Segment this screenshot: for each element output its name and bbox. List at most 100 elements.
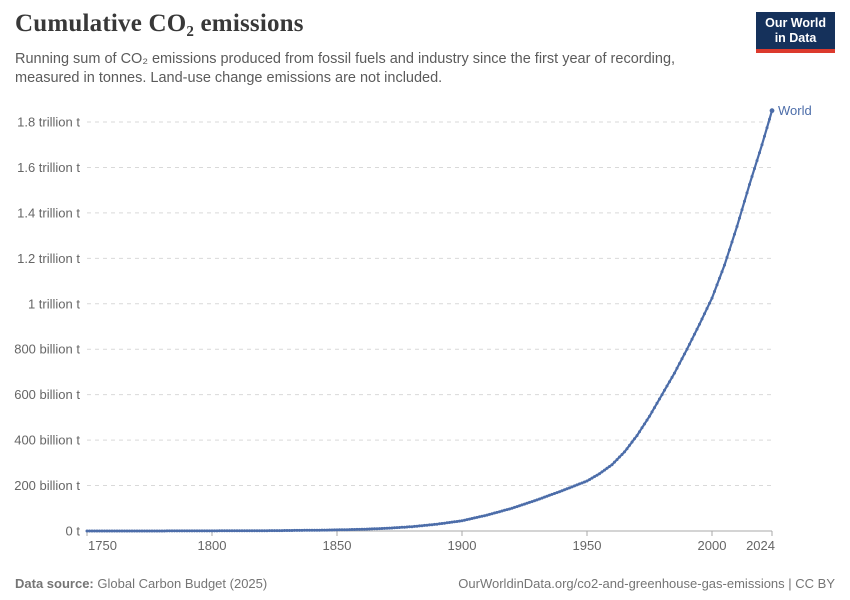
data-point-marker (743, 199, 746, 203)
data-point-marker (215, 529, 219, 533)
data-point-marker (460, 519, 464, 523)
data-point-marker (733, 232, 736, 236)
data-point-marker (403, 525, 406, 529)
data-point-marker (333, 528, 336, 532)
data-point-marker (745, 191, 749, 195)
data-point-marker (148, 529, 151, 533)
data-point-marker (393, 526, 396, 530)
y-tick-label: 0 t (66, 524, 81, 539)
data-point-marker (625, 447, 629, 451)
data-point-marker (763, 134, 766, 138)
data-point-marker (768, 117, 771, 121)
owid-logo[interactable]: Our World in Data (756, 12, 835, 53)
data-point-marker (233, 529, 236, 533)
data-point-marker (598, 472, 601, 476)
data-point-marker (408, 525, 411, 529)
y-tick-label: 800 billion t (14, 342, 80, 357)
x-tick-label: 1850 (323, 538, 352, 553)
data-point-marker (150, 529, 154, 533)
data-point-marker (515, 505, 519, 509)
series-label-world[interactable]: World (778, 103, 812, 118)
data-point-marker (650, 410, 654, 414)
data-point-marker (353, 528, 356, 531)
data-point-marker (580, 481, 584, 485)
data-point-marker (130, 529, 134, 533)
data-point-marker (163, 529, 166, 533)
data-point-marker (135, 529, 139, 533)
data-point-marker (525, 501, 529, 505)
data-point-marker (610, 463, 614, 467)
data-point-marker (113, 529, 116, 533)
data-point-marker (585, 479, 589, 483)
data-point-marker (178, 529, 181, 533)
data-point-marker (758, 151, 761, 155)
data-point-marker (490, 512, 494, 516)
data-point-marker (645, 418, 649, 422)
data-point-marker (363, 527, 366, 531)
data-point-marker (350, 528, 354, 531)
data-point-marker (320, 528, 324, 532)
data-point-marker (718, 276, 721, 280)
data-point-marker (170, 529, 174, 533)
data-point-marker (140, 529, 144, 533)
data-point-marker (465, 518, 469, 522)
data-point-marker (475, 515, 479, 519)
data-point-marker (553, 492, 556, 495)
data-point-marker (100, 529, 104, 533)
data-point-marker (538, 497, 541, 501)
data-point-marker (208, 529, 211, 533)
data-point-marker (300, 528, 304, 532)
data-point-marker (558, 490, 561, 494)
data-point-marker (435, 522, 439, 526)
data-point-marker (128, 529, 131, 533)
data-source-value: Global Carbon Budget (2025) (97, 576, 268, 591)
data-point-marker (765, 126, 769, 130)
data-point-marker (643, 422, 646, 426)
data-point-marker (250, 529, 254, 533)
data-point-marker (638, 430, 641, 434)
data-point-marker (270, 529, 274, 533)
data-point-marker (670, 375, 674, 379)
data-point-marker (255, 529, 259, 533)
chart-subtitle: Running sum of CO₂ emissions produced fr… (15, 51, 676, 87)
data-point-marker (728, 248, 731, 252)
data-point-marker (708, 301, 711, 305)
data-point-marker (240, 529, 244, 533)
data-point-marker (275, 529, 279, 533)
data-point-marker (570, 485, 574, 489)
data-point-marker (205, 529, 209, 533)
data-point-marker (175, 529, 179, 533)
data-point-marker (103, 529, 106, 533)
data-point-marker (560, 489, 564, 493)
data-point-marker (563, 488, 566, 492)
data-point-marker (653, 406, 656, 410)
x-tick-label: 1950 (573, 538, 602, 553)
data-point-marker (260, 529, 264, 533)
data-point-marker (348, 528, 351, 532)
data-point-marker (495, 510, 499, 514)
data-point-marker (285, 529, 289, 532)
y-tick-label: 1.6 trillion t (17, 160, 80, 175)
data-point-marker (185, 529, 189, 533)
data-point-marker (168, 529, 171, 533)
data-point-marker (115, 529, 119, 533)
data-point-marker (173, 529, 176, 533)
data-point-marker (105, 529, 109, 533)
world-series-line[interactable] (87, 110, 774, 533)
footer-citation-link[interactable]: OurWorldinData.org/co2-and-greenhouse-ga… (458, 576, 835, 591)
data-point-marker (513, 505, 516, 509)
data-point-marker (620, 453, 624, 456)
data-point-marker (483, 514, 486, 518)
chart-title: Cumulative CO₂ emissions (15, 10, 304, 37)
data-point-marker (238, 529, 241, 533)
data-point-marker (410, 525, 414, 529)
data-point-marker (753, 167, 756, 171)
data-point-marker (440, 522, 444, 525)
data-point-marker (223, 529, 226, 533)
data-point-marker (480, 514, 484, 518)
data-point-marker (133, 529, 136, 533)
y-tick-label: 1.2 trillion t (17, 251, 80, 266)
chart-footer: Data source: Global Carbon Budget (2025)… (15, 576, 835, 591)
data-point-marker (750, 175, 754, 178)
